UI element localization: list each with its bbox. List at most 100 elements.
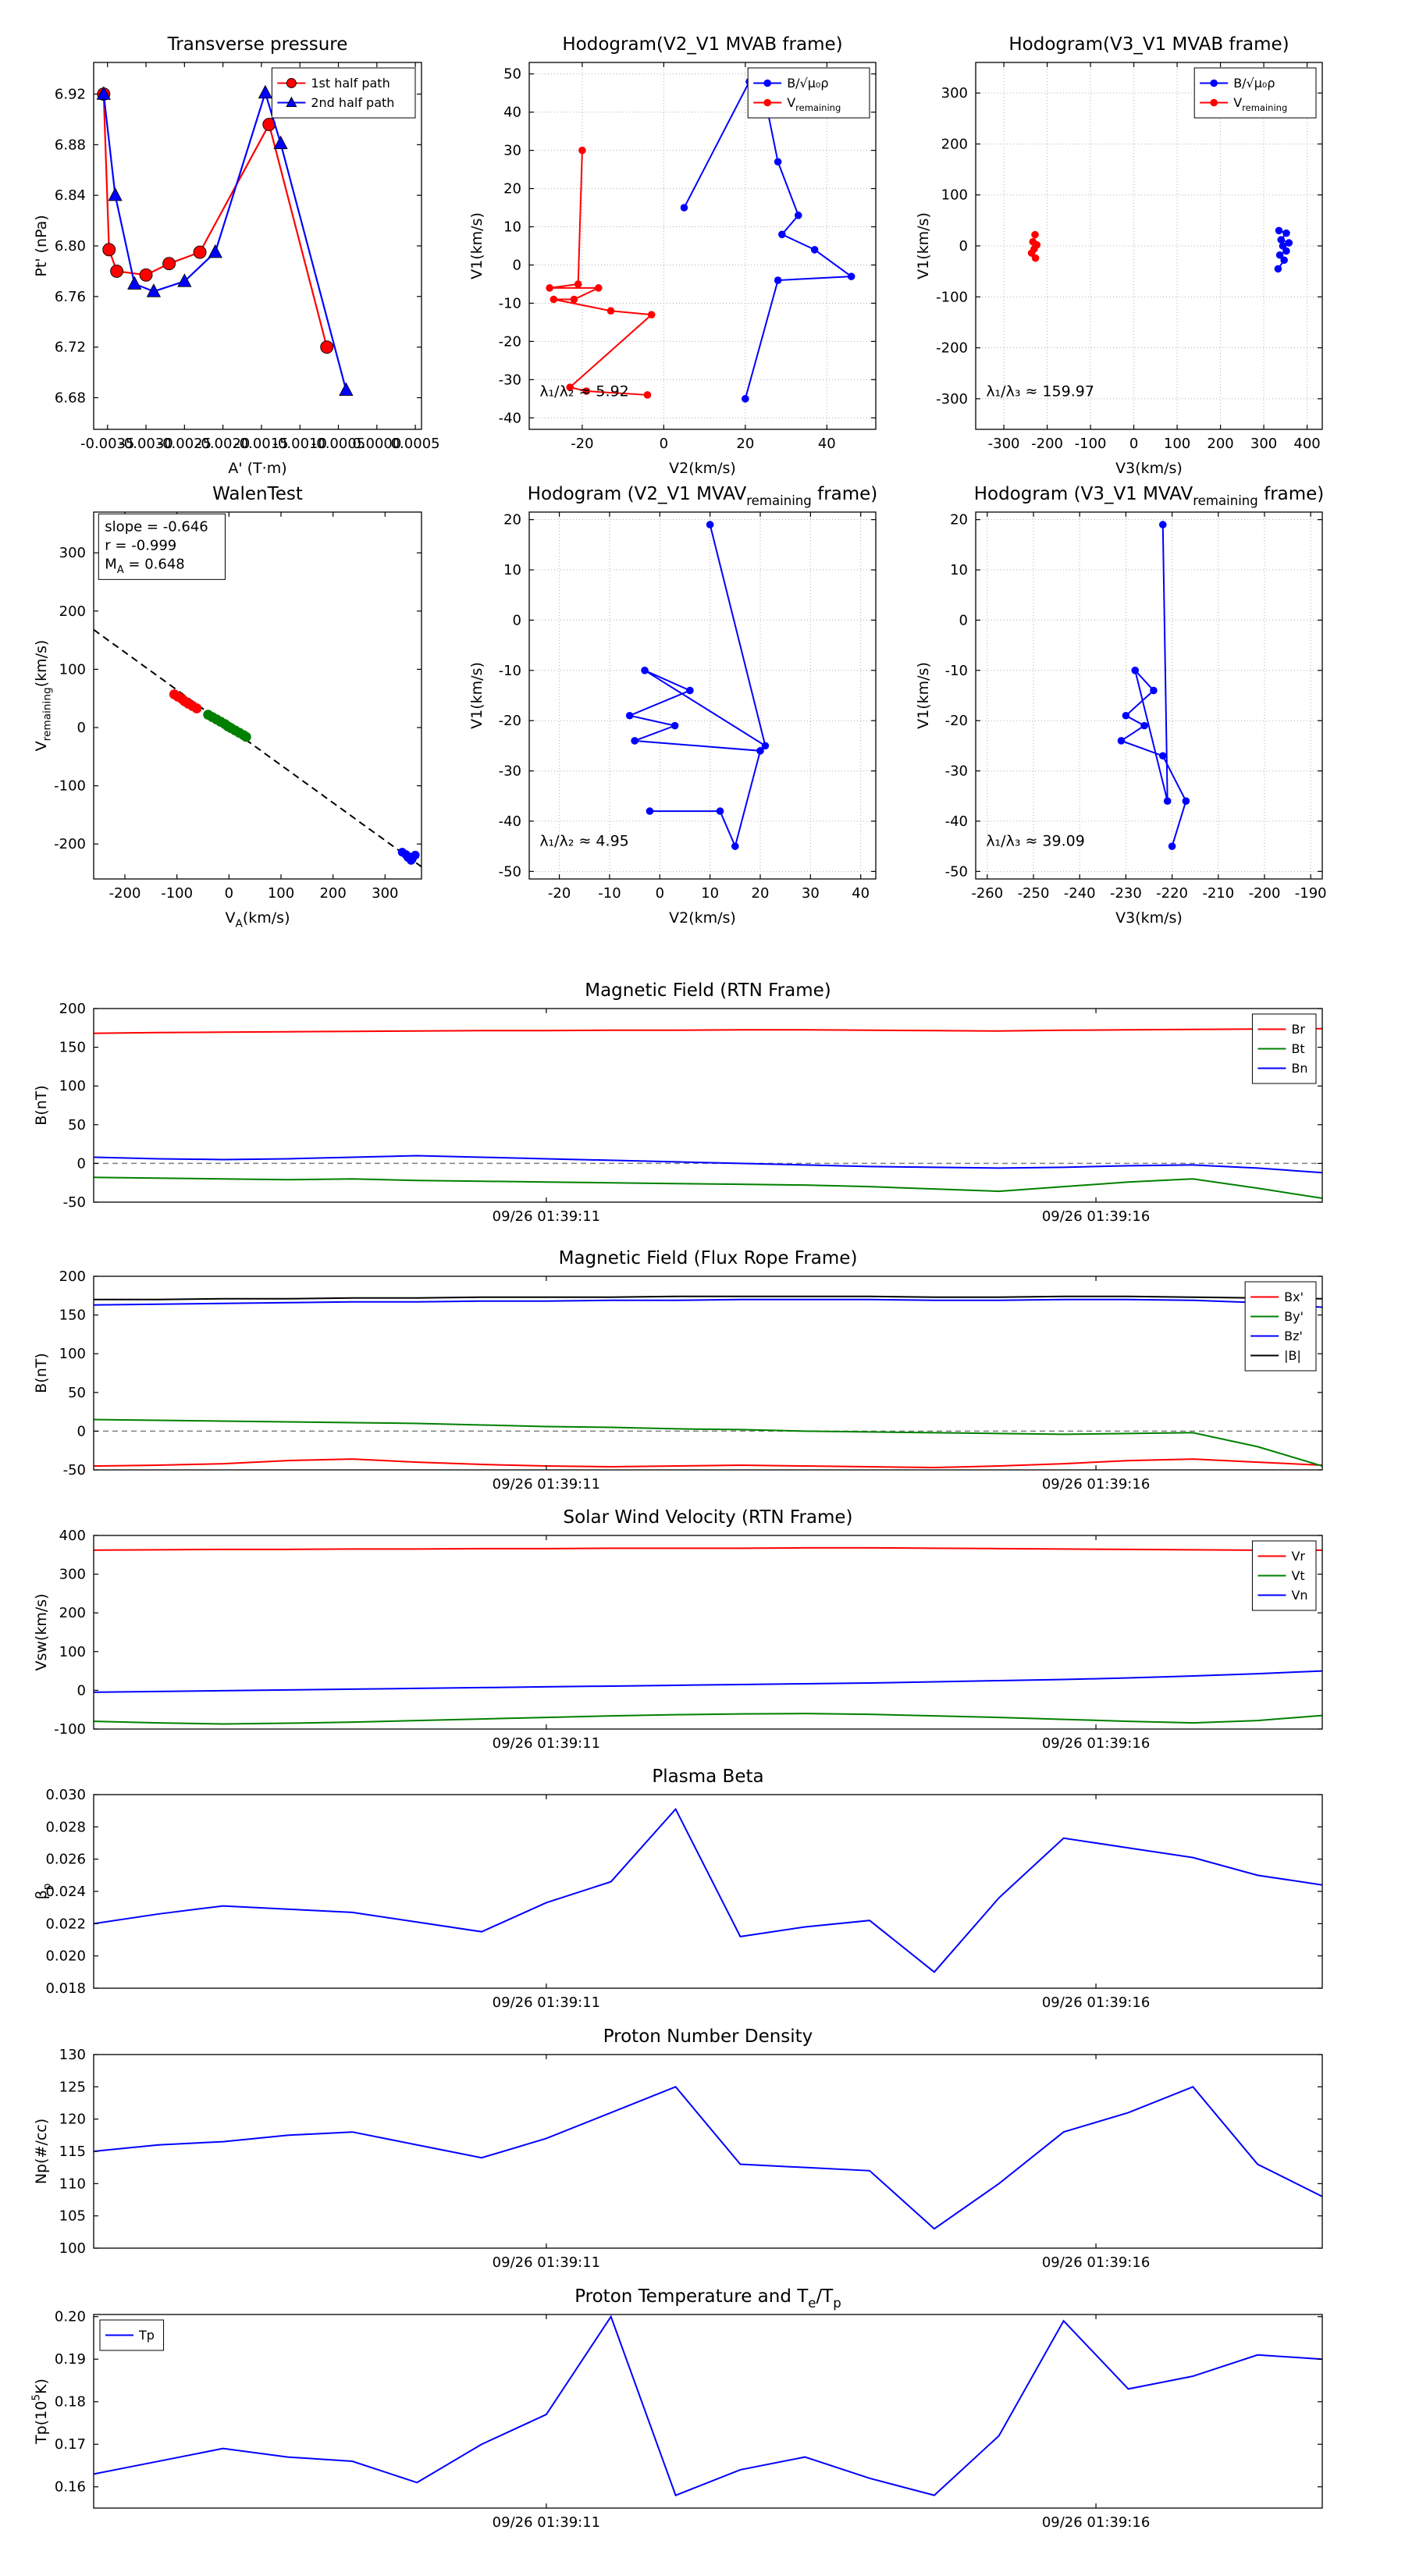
svg-text:-200: -200 (109, 885, 141, 902)
svg-text:-50: -50 (63, 1194, 86, 1211)
svg-text:-0.0010: -0.0010 (272, 436, 326, 452)
svg-text:200: 200 (319, 885, 346, 902)
svg-text:20: 20 (503, 181, 521, 197)
svg-text:-20: -20 (548, 885, 571, 902)
svg-text:-100: -100 (1075, 436, 1107, 452)
svg-text:50: 50 (503, 66, 521, 83)
svg-text:-200: -200 (1031, 436, 1063, 452)
svg-text:09/26 01:39:16: 09/26 01:39:16 (1042, 1735, 1150, 1752)
svg-text:-30: -30 (499, 372, 521, 388)
svg-text:Hodogram (V3_V1 MVAVremaining: Hodogram (V3_V1 MVAVremaining frame) (974, 484, 1325, 508)
svg-text:Hodogram (V2_V1 MVAVremaining: Hodogram (V2_V1 MVAVremaining frame) (528, 484, 878, 508)
svg-text:-0.0030: -0.0030 (119, 436, 173, 452)
svg-text:0.026: 0.026 (45, 1852, 86, 1868)
svg-text:130: 130 (59, 2047, 86, 2063)
svg-text:09/26 01:39:11: 09/26 01:39:11 (493, 1208, 600, 1225)
svg-text:100: 100 (59, 1078, 86, 1094)
svg-text:Proton Temperature and Te/Tp: Proton Temperature and Te/Tp (574, 2286, 841, 2311)
svg-text:100: 100 (59, 661, 86, 678)
svg-text:0: 0 (77, 1423, 86, 1439)
svg-text:-300: -300 (988, 436, 1020, 452)
svg-text:200: 200 (59, 1268, 86, 1285)
svg-text:1st half path: 1st half path (311, 76, 389, 91)
svg-text:-0.0005: -0.0005 (311, 436, 365, 452)
svg-text:30: 30 (503, 143, 521, 159)
svg-text:300: 300 (372, 885, 398, 902)
svg-text:-100: -100 (936, 289, 968, 305)
svg-text:0: 0 (77, 720, 86, 736)
svg-text:20: 20 (503, 512, 521, 528)
svg-text:Hodogram(V3_V1 MVAB frame): Hodogram(V3_V1 MVAB frame) (1008, 34, 1289, 55)
svg-text:B(nT): B(nT) (33, 1353, 50, 1393)
svg-text:B/√μ₀ρ: B/√μ₀ρ (787, 76, 828, 91)
svg-text:6.80: 6.80 (55, 238, 86, 254)
chart-hodogram-v3v1-mvav: -260 -250 -240 -230 -220 -210 -200 -190 -50 -40 -3… (909, 471, 1330, 948)
svg-text:-20: -20 (499, 333, 521, 350)
svg-text:09/26 01:39:16: 09/26 01:39:16 (1042, 2514, 1150, 2531)
svg-text:-10: -10 (598, 885, 621, 902)
svg-text:200: 200 (59, 1001, 86, 1017)
svg-text:100: 100 (59, 1346, 86, 1362)
svg-text:0.0005: 0.0005 (391, 436, 440, 452)
svg-text:-50: -50 (945, 863, 968, 880)
svg-text:09/26 01:39:16: 09/26 01:39:16 (1042, 1208, 1150, 1225)
svg-text:Vsw(km/s): Vsw(km/s) (33, 1593, 50, 1670)
svg-text:Bz': Bz' (1284, 1329, 1303, 1343)
svg-text:110: 110 (59, 2176, 86, 2192)
svg-text:-200: -200 (54, 836, 86, 852)
svg-text:6.84: 6.84 (55, 187, 86, 204)
svg-text:V1(km/s): V1(km/s) (468, 662, 486, 729)
svg-text:-50: -50 (63, 1462, 86, 1478)
svg-text:Magnetic Field (RTN Frame): Magnetic Field (RTN Frame) (585, 980, 831, 1001)
svg-text:-100: -100 (161, 885, 193, 902)
svg-text:6.92: 6.92 (55, 87, 86, 103)
svg-text:125: 125 (59, 2079, 86, 2095)
svg-text:0.030: 0.030 (45, 1787, 86, 1803)
svg-text:By': By' (1284, 1309, 1304, 1324)
svg-text:150: 150 (59, 1308, 86, 1324)
svg-text:100: 100 (59, 1644, 86, 1660)
svg-text:0: 0 (959, 238, 968, 254)
svg-text:WalenTest: WalenTest (212, 484, 303, 504)
svg-text:0: 0 (225, 885, 233, 902)
chart-walen-test: -200 -100 0 100 200 300 -200 -100 0 100 200 300 Wale… (27, 471, 429, 948)
svg-text:Vremaining(km/s): Vremaining(km/s) (33, 640, 54, 752)
svg-text:0.028: 0.028 (45, 1819, 86, 1835)
svg-text:0.0000: 0.0000 (352, 436, 401, 452)
chart-hodogram-v2v1-mvav: -20 -10 0 10 20 30 40 -50 -40 -30 -20 -10 0 10 20 Hodog… (463, 471, 884, 948)
svg-text:40: 40 (852, 885, 870, 902)
svg-text:0: 0 (77, 1682, 86, 1699)
svg-text:-50: -50 (499, 863, 521, 880)
svg-text:-30: -30 (499, 763, 521, 780)
svg-text:-20: -20 (499, 713, 521, 729)
svg-text:V1(km/s): V1(km/s) (468, 212, 486, 279)
svg-text:300: 300 (59, 545, 86, 561)
svg-text:βp: βp (33, 1884, 54, 1900)
svg-text:-10: -10 (945, 663, 968, 679)
svg-text:09/26 01:39:11: 09/26 01:39:11 (493, 1735, 600, 1752)
svg-text:0.020: 0.020 (45, 1948, 86, 1965)
svg-text:-200: -200 (936, 340, 968, 357)
svg-text:09/26 01:39:11: 09/26 01:39:11 (493, 2514, 600, 2531)
svg-text:400: 400 (59, 1528, 86, 1544)
svg-text:20: 20 (736, 436, 754, 452)
svg-text:-260: -260 (971, 885, 1003, 902)
svg-text:-230: -230 (1110, 885, 1142, 902)
svg-text:Hodogram(V2_V1 MVAB frame): Hodogram(V2_V1 MVAB frame) (562, 34, 842, 55)
svg-text:09/26 01:39:16: 09/26 01:39:16 (1042, 2254, 1150, 2271)
svg-text:0.18: 0.18 (55, 2394, 86, 2411)
svg-text:105: 105 (59, 2208, 86, 2225)
svg-text:-190: -190 (1295, 885, 1327, 902)
svg-text:Proton Number Density: Proton Number Density (603, 2026, 813, 2047)
svg-text:09/26 01:39:16: 09/26 01:39:16 (1042, 1476, 1150, 1493)
svg-text:λ₁/λ₃ ≈ 159.97: λ₁/λ₃ ≈ 159.97 (986, 383, 1094, 400)
svg-text:Bn: Bn (1291, 1061, 1307, 1076)
svg-text:200: 200 (59, 1605, 86, 1621)
svg-text:-240: -240 (1064, 885, 1096, 902)
svg-text:09/26 01:39:16: 09/26 01:39:16 (1042, 1994, 1150, 2011)
chart-proton-temperature: 09/26 01:39:11 09/26 01:39:16 0.16 0.17 0.18… (27, 2270, 1330, 2543)
svg-text:-210: -210 (1202, 885, 1234, 902)
svg-text:V3(km/s): V3(km/s) (1115, 909, 1183, 927)
svg-text:150: 150 (59, 1040, 86, 1056)
svg-text:40: 40 (503, 105, 521, 121)
